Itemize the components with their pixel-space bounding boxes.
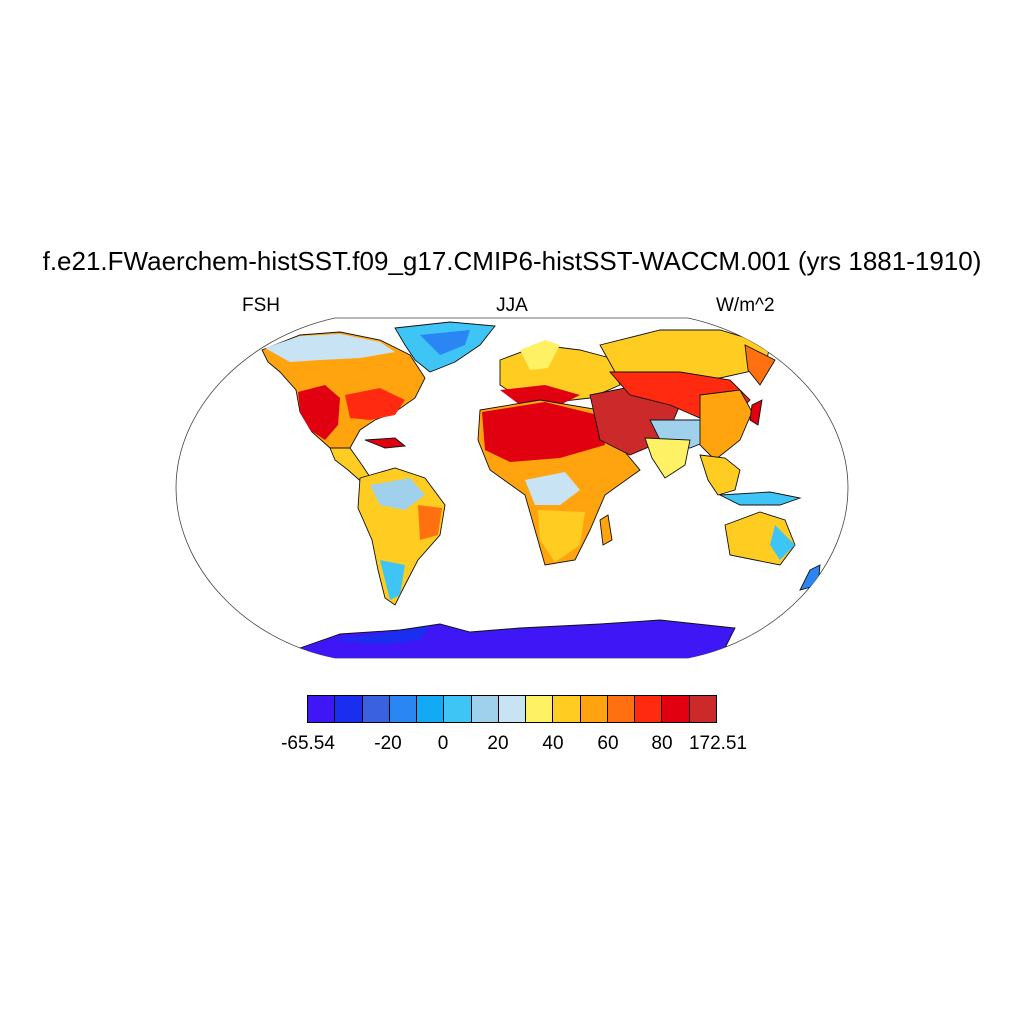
region-scandinavia xyxy=(520,340,560,370)
region-amazon xyxy=(370,478,425,510)
colorbar-box xyxy=(471,696,499,722)
region-brazil-east xyxy=(418,505,442,540)
variable-label: FSH xyxy=(242,295,280,316)
region-north-africa xyxy=(482,402,605,462)
colorbar-box xyxy=(417,696,445,722)
colorbar-tick-label: -65.54 xyxy=(281,733,335,754)
colorbar-box xyxy=(580,696,608,722)
region-mediterranean xyxy=(500,385,580,405)
colorbar-box xyxy=(498,696,527,722)
colorbar-box xyxy=(335,696,363,722)
colorbar-box xyxy=(662,696,690,722)
region-japan xyxy=(749,399,763,426)
colorbar-tick-label: 40 xyxy=(542,733,564,754)
colorbar-box xyxy=(444,696,472,722)
region-kamchatka xyxy=(744,344,776,386)
colorbar-box xyxy=(689,696,716,722)
region-indonesia xyxy=(718,491,802,506)
region-north-america-north xyxy=(265,334,395,362)
region-caribbean xyxy=(364,437,407,449)
region-antarctica-coast xyxy=(330,626,430,644)
plot-title: f.e21.FWaerchem-histSST.f09_g17.CMIP6-hi… xyxy=(42,246,982,276)
region-eastern-usa xyxy=(345,388,405,420)
region-east-asia xyxy=(699,389,753,461)
colorbar-tick-label: 172.51 xyxy=(688,733,748,754)
region-southwest-usa xyxy=(298,385,340,440)
colorbar-tick-label: -20 xyxy=(374,733,402,754)
colorbar-labels: -65.54 -20 0 20 40 60 80 172.51 xyxy=(0,733,1024,757)
colorbar-tick-label: 60 xyxy=(597,733,619,754)
region-madagascar xyxy=(599,514,613,546)
region-southern-africa xyxy=(538,510,585,562)
region-southeast-asia xyxy=(699,454,741,496)
colorbar-box xyxy=(553,696,581,722)
colorbar xyxy=(307,695,717,723)
region-central-africa xyxy=(525,472,580,505)
season-label: JJA xyxy=(496,295,528,316)
region-greenland-interior xyxy=(420,330,470,355)
colorbar-box xyxy=(635,696,663,722)
colorbar-box xyxy=(607,696,636,722)
colorbar-tick-label: 0 xyxy=(437,733,449,754)
region-australia-east xyxy=(770,525,795,560)
colorbar-box xyxy=(526,696,554,722)
region-patagonia xyxy=(380,560,405,600)
colorbar-box xyxy=(389,696,418,722)
colorbar-tick-label: 20 xyxy=(487,733,509,754)
colorbar-tick-label: 80 xyxy=(651,733,673,754)
colorbar-box xyxy=(308,696,336,722)
region-india xyxy=(644,437,691,479)
units-label: W/m^2 xyxy=(716,295,775,316)
colorbar-box xyxy=(362,696,390,722)
